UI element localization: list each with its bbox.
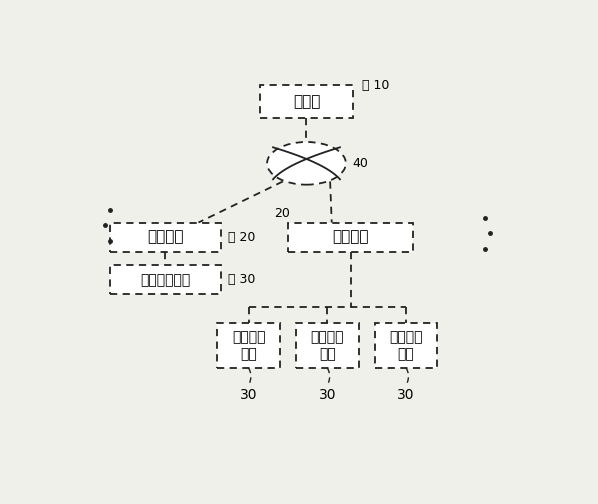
FancyBboxPatch shape bbox=[217, 324, 280, 368]
Text: 30: 30 bbox=[319, 388, 336, 402]
Text: ～ 20: ～ 20 bbox=[228, 230, 255, 243]
Text: ～ 30: ～ 30 bbox=[228, 273, 255, 286]
Text: 端末装置: 端末装置 bbox=[147, 229, 184, 244]
Text: サーバ: サーバ bbox=[293, 94, 320, 109]
FancyBboxPatch shape bbox=[375, 324, 437, 368]
FancyBboxPatch shape bbox=[109, 265, 221, 294]
Text: 電力出力
装置: 電力出力 装置 bbox=[310, 331, 344, 361]
Text: 30: 30 bbox=[240, 388, 257, 402]
Text: 40: 40 bbox=[353, 157, 369, 170]
Text: 端末装置: 端末装置 bbox=[332, 229, 369, 244]
Ellipse shape bbox=[267, 142, 346, 184]
Text: 電力出力
装置: 電力出力 装置 bbox=[389, 331, 423, 361]
Text: 20: 20 bbox=[274, 207, 290, 220]
FancyBboxPatch shape bbox=[288, 222, 413, 251]
FancyBboxPatch shape bbox=[296, 324, 359, 368]
Text: 30: 30 bbox=[397, 388, 415, 402]
FancyBboxPatch shape bbox=[109, 222, 221, 251]
Text: 電力出力
装置: 電力出力 装置 bbox=[232, 331, 266, 361]
FancyBboxPatch shape bbox=[260, 85, 353, 118]
Text: ～ 10: ～ 10 bbox=[362, 79, 389, 92]
Text: 電力出力装置: 電力出力装置 bbox=[140, 273, 190, 287]
